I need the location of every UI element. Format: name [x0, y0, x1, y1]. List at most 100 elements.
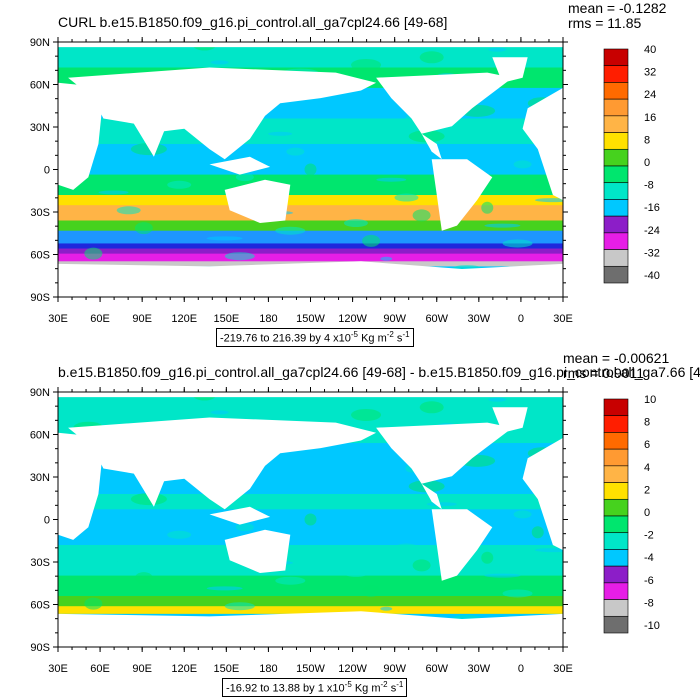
bottom-lon-label: 30W — [468, 663, 491, 675]
bottom-colorbar-label: 8 — [644, 417, 650, 429]
bottom-lon-label: 60W — [425, 663, 448, 675]
bottom-colorbar-label: 6 — [644, 439, 650, 451]
bottom-field-patch — [268, 481, 293, 486]
bottom-field-patch — [134, 572, 153, 585]
bottom-colorbar-label: -4 — [644, 552, 654, 564]
top-lon-label: 90W — [383, 313, 406, 325]
bottom-lat-label: 90S — [30, 642, 50, 654]
top-field-patch — [286, 147, 305, 156]
top-field-patch — [351, 58, 382, 71]
bottom-field-patch — [98, 540, 129, 545]
top-field-patch — [531, 176, 544, 189]
bottom-range-exp: -5 — [344, 680, 352, 689]
top-lon-label: 120E — [171, 313, 197, 325]
top-field-band — [58, 195, 563, 206]
top-field-patch — [394, 193, 419, 202]
top-colorbar-label: 16 — [644, 112, 656, 124]
bottom-field-patch — [224, 602, 255, 611]
bottom-colorbar-box — [603, 432, 629, 450]
top-colorbar-box — [603, 115, 629, 133]
top-colorbar-box — [603, 215, 629, 234]
bottom-field-patch — [502, 589, 533, 598]
top-field-patch — [481, 201, 494, 214]
top-lon-label: 60W — [425, 313, 448, 325]
top-land-mask — [431, 159, 493, 231]
bottom-map-panel: b.e15.B1850.f09_g16.pi_control.all_ga7cp… — [0, 350, 700, 700]
top-lat-label: 60N — [30, 80, 50, 92]
top-colorbar-label: -32 — [644, 247, 660, 259]
top-field-patch — [502, 239, 533, 248]
bottom-lon-label: 90W — [383, 663, 406, 675]
top-range-units-exp: -2 — [386, 330, 394, 339]
bottom-field-band — [58, 606, 563, 615]
top-lat-label: 90S — [30, 292, 50, 304]
bottom-colorbar-label: 2 — [644, 484, 650, 496]
bottom-land-mask — [492, 407, 528, 433]
top-lon-label: 150E — [213, 313, 239, 325]
top-colorbar-label: 0 — [644, 157, 650, 169]
bottom-field-patch — [362, 584, 381, 597]
bottom-colorbar-box — [603, 515, 629, 534]
top-land-mask — [58, 82, 104, 190]
top-field-patch — [318, 106, 343, 111]
top-contour-range-label: -219.76 to 216.39 by 4 x10-5 Kg m-2 s-1 — [216, 328, 414, 347]
top-range-exp: -5 — [350, 330, 359, 339]
bottom-colorbar-box — [603, 599, 629, 617]
bottom-range-units-exp: -2 — [380, 680, 388, 689]
top-lat-label: 30N — [30, 122, 50, 134]
bottom-field-patch — [412, 559, 431, 572]
top-map-title: CURL b.e15.B1850.f09_g16.pi_control.all_… — [58, 14, 448, 30]
top-colorbar-box — [603, 98, 629, 117]
bottom-colorbar-label: -2 — [644, 530, 654, 542]
bottom-map-stats: mean = -0.00621 rms = 0.9011 — [563, 351, 669, 381]
top-field-patch — [149, 164, 180, 169]
bottom-field-patch — [426, 502, 457, 507]
bottom-lon-label: 60E — [90, 663, 110, 675]
top-colorbar-label: 8 — [644, 134, 650, 146]
bottom-field-patch — [419, 401, 444, 414]
top-field-patch — [484, 223, 521, 228]
bottom-colorbar-label: -6 — [644, 575, 654, 587]
top-land-mask — [522, 87, 563, 201]
top-field-patch — [58, 55, 92, 64]
top-lat-label: 30S — [30, 207, 50, 219]
top-map-panel: CURL b.e15.B1850.f09_g16.pi_control.all_… — [30, 0, 667, 347]
bottom-land-mask — [224, 529, 291, 573]
top-land-mask — [492, 57, 528, 83]
top-field-band — [58, 248, 563, 255]
top-field-patch — [488, 47, 507, 52]
bottom-land-mask — [68, 417, 377, 510]
top-field-band — [58, 205, 563, 221]
bottom-land-mask — [58, 392, 563, 398]
top-range-text: -219.76 to 216.39 by 4 x10 — [220, 332, 351, 345]
bottom-land-mask — [58, 432, 104, 540]
bottom-lon-label: 30E — [48, 663, 68, 675]
bottom-ocean-field — [58, 392, 563, 647]
bottom-colorbar-label: -10 — [644, 620, 660, 632]
top-map-mean: mean = -0.1282 — [568, 0, 667, 16]
bottom-field-patch — [484, 573, 521, 578]
top-field-patch — [362, 234, 381, 247]
top-land-mask — [209, 156, 271, 175]
bottom-field-band — [58, 596, 563, 607]
bottom-field-patch — [351, 408, 382, 421]
top-field-patch — [419, 51, 444, 64]
bottom-field-patch — [116, 556, 141, 565]
bottom-field-patch — [380, 606, 393, 611]
top-field-patch — [224, 252, 255, 261]
top-field-patch — [275, 226, 306, 235]
bottom-land-mask — [522, 437, 563, 551]
bottom-colorbar-label: 10 — [644, 394, 656, 406]
bottom-field-patch — [235, 523, 254, 532]
top-field-patch — [304, 163, 317, 176]
bottom-lat-label: 30N — [30, 472, 50, 484]
top-field-patch — [268, 131, 293, 136]
bottom-colorbar-box — [603, 615, 629, 634]
top-map-plot: 90N 60N 30N 0 30S 60S 90S 30E 60E 90E 120E 150E 180 1… — [30, 37, 660, 325]
bottom-colorbar-box — [603, 498, 629, 517]
top-colorbar-box — [603, 232, 629, 250]
bottom-colorbar-box — [603, 482, 629, 500]
top-range-s-exp: -1 — [402, 330, 410, 339]
top-ocean-field — [58, 42, 563, 297]
bottom-range-units: Kg m — [351, 682, 381, 695]
